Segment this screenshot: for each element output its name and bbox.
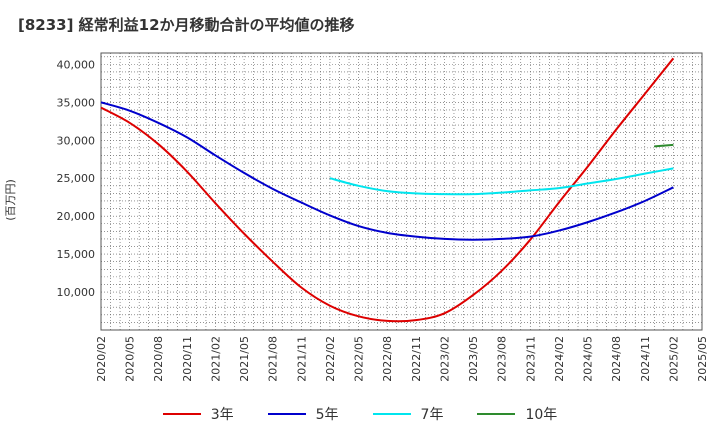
legend-label: 7年 <box>420 407 444 423</box>
x-tick-label: 2025/02 <box>667 336 680 382</box>
y-axis-ticks: 10,000 15,000 20,000 25,000 30,000 35,000 40,0… <box>57 58 96 299</box>
x-tick-label: 2020/08 <box>152 336 165 382</box>
series-line-1 <box>100 101 674 241</box>
legend-swatch <box>372 413 411 415</box>
x-tick-label: 2022/11 <box>410 336 423 382</box>
legend: 3年 5年 7年 10年 <box>0 402 720 426</box>
x-tick-label: 2024/08 <box>610 336 623 382</box>
x-axis-ticks: 2020/02 2020/05 2020/08 2020/11 2021/02 2021/… <box>95 336 709 382</box>
x-tick-label: 2023/02 <box>438 336 451 382</box>
series-line-3 <box>654 143 674 148</box>
chart-title: [8233] 経常利益12か月移動合計の平均値の推移 <box>18 16 355 34</box>
legend-item: 5年 <box>267 404 339 424</box>
legend-label: 10年 <box>525 407 558 423</box>
x-tick-label: 2022/05 <box>353 336 366 382</box>
grid <box>100 53 703 331</box>
y-tick-label: 20,000 <box>57 210 96 223</box>
x-tick-label: 2020/11 <box>181 336 194 382</box>
x-tick-label: 2024/05 <box>582 336 595 382</box>
series-lines <box>100 57 675 323</box>
x-tick-label: 2020/05 <box>124 336 137 382</box>
y-tick-label: 40,000 <box>57 58 96 71</box>
chart-plot: 10,000 15,000 20,000 25,000 30,000 35,000 40,0… <box>4 52 709 382</box>
x-tick-label: 2021/08 <box>267 336 280 382</box>
plot-frame <box>100 52 703 331</box>
x-tick-label: 2024/11 <box>639 336 652 382</box>
x-tick-label: 2021/02 <box>209 336 222 382</box>
series-line-0 <box>100 57 675 323</box>
legend-item: 10年 <box>477 404 557 424</box>
x-tick-label: 2022/02 <box>324 336 337 382</box>
y-tick-label: 30,000 <box>57 134 96 147</box>
legend-item: 7年 <box>372 404 444 424</box>
x-tick-label: 2024/02 <box>553 336 566 382</box>
y-tick-label: 25,000 <box>57 172 96 185</box>
series-line-2 <box>329 167 674 196</box>
y-tick-label: 35,000 <box>57 96 96 109</box>
y-tick-label: 10,000 <box>57 286 96 299</box>
legend-item: 3年 <box>162 404 234 424</box>
x-tick-label: 2023/11 <box>524 336 537 382</box>
legend-label: 5年 <box>315 407 339 423</box>
x-tick-label: 2025/05 <box>696 336 709 382</box>
y-axis-label: (百万円) <box>4 179 17 221</box>
legend-swatch <box>267 413 306 415</box>
legend-swatch <box>477 413 516 415</box>
x-tick-label: 2022/08 <box>381 336 394 382</box>
x-tick-label: 2020/02 <box>95 336 108 382</box>
y-tick-label: 15,000 <box>57 248 96 261</box>
x-tick-label: 2021/05 <box>238 336 251 382</box>
legend-swatch <box>162 413 201 415</box>
x-tick-label: 2023/05 <box>467 336 480 382</box>
x-tick-label: 2021/11 <box>295 336 308 382</box>
legend-label: 3年 <box>210 407 234 423</box>
x-tick-label: 2023/08 <box>496 336 509 382</box>
